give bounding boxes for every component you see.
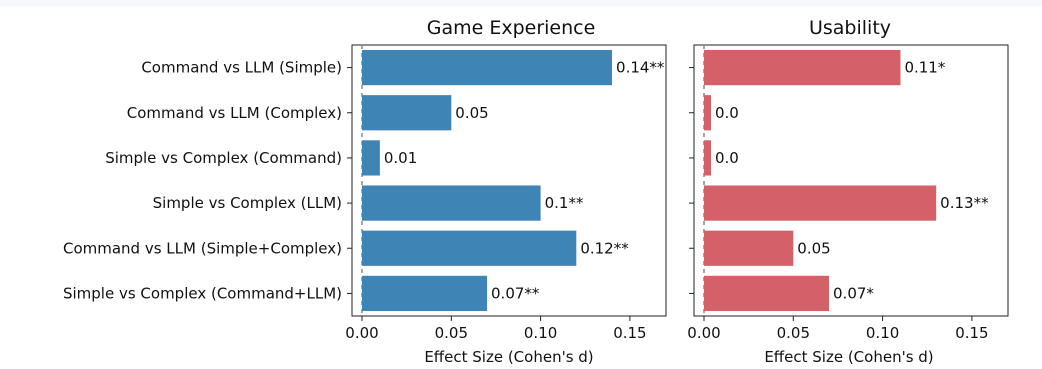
bar-value-label-1: 0.05	[455, 104, 488, 122]
bar-value-label-0: 0.14**	[616, 59, 665, 77]
bar-1	[362, 95, 452, 131]
game-experience-y-ticks: Command vs LLM (Simple) Command vs LLM (C…	[63, 59, 352, 302]
usability-title: Usability	[809, 17, 891, 39]
x-tick-label-1: 0.05	[435, 324, 468, 342]
y-tick-label-2: Simple vs Complex (Command)	[105, 149, 342, 167]
y-tick-label-3: Simple vs Complex (LLM)	[153, 194, 342, 212]
game-experience-frame	[351, 44, 667, 317]
bar-4	[704, 230, 794, 266]
y-tick-label-0: Command vs LLM (Simple)	[141, 59, 342, 77]
x-tick-label-0: 0.00	[345, 324, 378, 342]
bar-value-label-2: 0.01	[384, 149, 417, 167]
bar-value-label-0: 0.11*	[904, 59, 945, 77]
usability-panel: Usability 0.11* 0.0 0.0 0.13** 0.05 0.07* 0.0…	[687, 17, 1009, 366]
bar-5	[362, 275, 488, 312]
bar-2	[362, 140, 380, 176]
bar-value-label-2: 0.0	[715, 149, 739, 167]
game-experience-x-axis-label: Effect Size (Cohen's d)	[424, 348, 593, 366]
bar-0	[704, 49, 901, 86]
bar-3	[704, 185, 937, 221]
bar-value-label-4: 0.05	[797, 239, 830, 257]
bar-value-label-5: 0.07*	[833, 284, 874, 302]
bar-value-label-4: 0.12**	[580, 239, 629, 257]
usability-frame	[693, 44, 1009, 317]
usability-bars: 0.11* 0.0 0.0 0.13** 0.05 0.07*	[703, 45, 989, 316]
y-tick-label-5: Simple vs Complex (Command+LLM)	[63, 284, 342, 302]
game-experience-bars: 0.14** 0.05 0.01 0.1** 0.12** 0.07**	[361, 45, 665, 316]
bar-value-label-1: 0.0	[715, 104, 739, 122]
y-tick-label-1: Command vs LLM (Complex)	[127, 104, 342, 122]
y-tick-label-4: Command vs LLM (Simple+Complex)	[63, 239, 342, 257]
game-experience-x-ticks: 0.00 0.05 0.10 0.15	[345, 316, 647, 342]
usability-x-axis-label: Effect Size (Cohen's d)	[764, 348, 933, 366]
bar-value-label-3: 0.1**	[545, 194, 584, 212]
x-tick-label-3: 0.15	[613, 324, 646, 342]
bar-4	[362, 230, 577, 266]
top-strip	[0, 0, 1042, 6]
bar-value-label-5: 0.07**	[491, 284, 540, 302]
bar-0	[362, 49, 613, 86]
bar-value-label-3: 0.13**	[940, 194, 989, 212]
bar-2	[704, 140, 711, 176]
x-tick-label-3: 0.15	[955, 324, 988, 342]
x-tick-label-2: 0.10	[866, 324, 899, 342]
x-tick-label-2: 0.10	[524, 324, 557, 342]
bar-3	[362, 185, 541, 221]
game-experience-title: Game Experience	[427, 17, 596, 39]
bar-5	[704, 275, 830, 312]
bar-1	[704, 95, 711, 131]
usability-y-ticks	[689, 67, 694, 294]
game-experience-panel: Game Experience 0.14** 0.05 0.01 0.1** 0.12*…	[63, 17, 667, 366]
usability-x-ticks: 0.00 0.05 0.10 0.15	[687, 316, 989, 342]
x-tick-label-0: 0.00	[687, 324, 720, 342]
x-tick-label-1: 0.05	[777, 324, 810, 342]
